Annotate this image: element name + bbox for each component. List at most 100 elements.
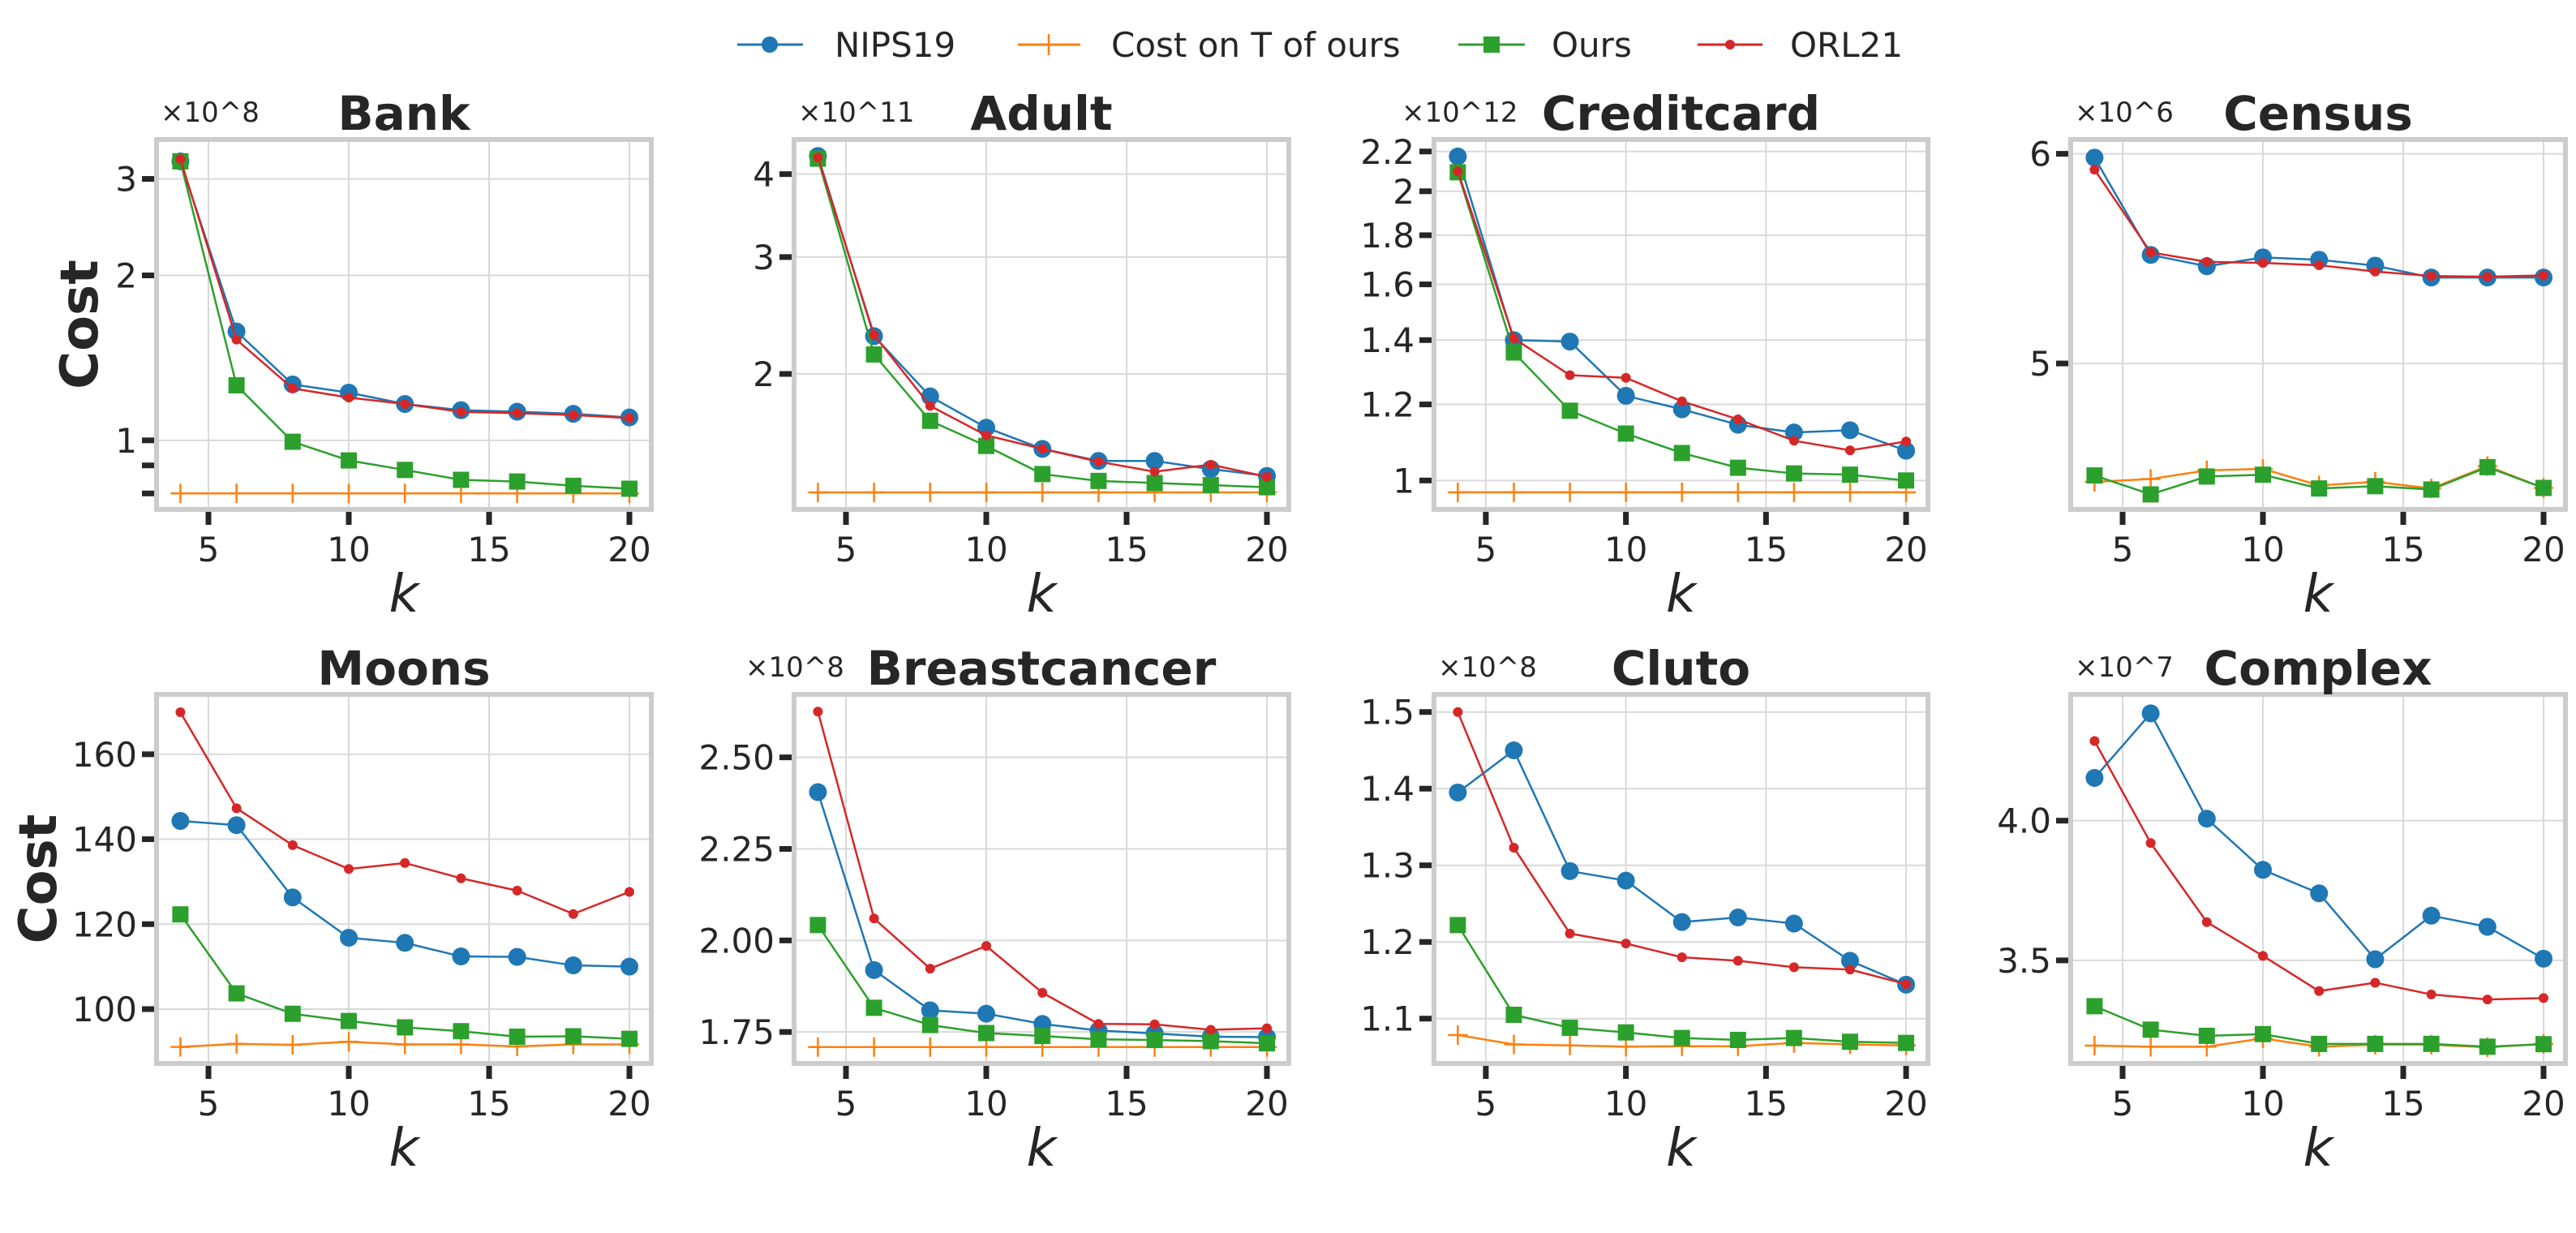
data-point-nips19 bbox=[1840, 952, 1859, 970]
y-tick-label: 1.6 bbox=[1360, 265, 1415, 305]
x-tick-label: 10 bbox=[964, 530, 1007, 569]
data-point-cost-on-t bbox=[170, 1037, 191, 1057]
y-tick-label: 160 bbox=[72, 735, 137, 775]
data-point-orl21 bbox=[1732, 956, 1743, 966]
series-orl21 bbox=[175, 154, 635, 423]
data-point-ours bbox=[2086, 467, 2103, 484]
subplot-adult: 5 10 15 20 2 3 4 Adult ×10^11 k bbox=[753, 86, 1291, 625]
subplot-bank: 5 10 15 20 1 2 3 Bank ×10^8 k Cost bbox=[50, 86, 654, 625]
y-multiplier-label: ×10^8 bbox=[1438, 651, 1537, 684]
series-group bbox=[1448, 707, 1917, 1057]
data-point-nips19 bbox=[809, 783, 827, 801]
y-tick-label: 3 bbox=[115, 160, 137, 200]
square-marker-icon bbox=[1483, 37, 1500, 53]
data-point-ours bbox=[1449, 917, 1466, 934]
data-point-cost-on-t bbox=[1504, 1034, 1524, 1055]
series-group bbox=[170, 707, 640, 1057]
series-group bbox=[2084, 148, 2554, 503]
data-point-orl21 bbox=[2201, 917, 2212, 927]
data-point-orl21 bbox=[1565, 370, 1575, 380]
data-point-ours bbox=[1202, 1033, 1219, 1050]
x-tick-label: 15 bbox=[1745, 530, 1788, 569]
legend-item-nips19: NIPS19 bbox=[737, 25, 955, 65]
y-tick-label: 1 bbox=[115, 421, 137, 461]
axes-frame bbox=[1432, 692, 1930, 1066]
data-point-ours bbox=[509, 473, 526, 490]
data-point-ours bbox=[2086, 998, 2103, 1015]
data-point-nips19 bbox=[2310, 884, 2329, 903]
data-point-nips19 bbox=[171, 812, 190, 831]
axes-frame bbox=[792, 692, 1291, 1066]
data-point-ours bbox=[172, 906, 189, 923]
data-point-ours bbox=[1673, 1029, 1690, 1046]
x-tick-label: 5 bbox=[835, 530, 857, 569]
data-point-ours bbox=[2142, 486, 2159, 503]
series-orl21 bbox=[1453, 166, 1912, 456]
data-point-orl21 bbox=[2426, 271, 2436, 281]
data-point-nips19 bbox=[2366, 950, 2385, 969]
data-point-ours bbox=[453, 1023, 470, 1040]
y-multiplier-label: ×10^7 bbox=[2075, 651, 2174, 684]
y-tick-label: 5 bbox=[2029, 344, 2051, 384]
data-point-orl21 bbox=[287, 840, 298, 850]
data-point-ours bbox=[2479, 458, 2496, 475]
data-point-nips19 bbox=[2535, 949, 2553, 968]
subplot-title: Adult bbox=[970, 86, 1112, 141]
legend-item-cost-on-t: Cost on T of ours bbox=[1018, 25, 1401, 65]
data-point-orl21 bbox=[1093, 457, 1104, 467]
data-point-orl21 bbox=[869, 329, 879, 340]
x-tick-label: 20 bbox=[1245, 1084, 1288, 1123]
data-point-ours bbox=[1146, 475, 1163, 492]
data-point-ours bbox=[228, 377, 245, 394]
data-point-nips19 bbox=[564, 956, 582, 975]
legend-item-ours: Ours bbox=[1458, 25, 1632, 65]
data-point-cost-on-t bbox=[1728, 482, 1748, 502]
y-axis-label: Cost bbox=[50, 260, 110, 389]
data-point-ours bbox=[2255, 1025, 2272, 1042]
x-axis-label: k bbox=[1026, 1119, 1058, 1179]
data-point-cost-on-t bbox=[282, 1034, 303, 1055]
y-tick-label: 1 bbox=[1393, 461, 1415, 501]
data-point-ours bbox=[1505, 344, 1522, 361]
y-tick-label: 1.2 bbox=[1360, 385, 1415, 425]
series-orl21 bbox=[813, 707, 1273, 1035]
data-point-nips19 bbox=[2085, 148, 2104, 167]
series-ours bbox=[172, 906, 638, 1047]
data-point-ours bbox=[1617, 1024, 1634, 1041]
data-point-nips19 bbox=[1784, 914, 1803, 933]
x-axis-label: k bbox=[1666, 1119, 1698, 1179]
x-tick-label: 20 bbox=[1884, 1084, 1927, 1123]
data-point-cost-on-t bbox=[1784, 482, 1804, 502]
data-point-orl21 bbox=[2258, 258, 2269, 269]
data-point-ours bbox=[621, 480, 638, 497]
y-tick-label: 1.3 bbox=[1360, 846, 1415, 886]
data-point-ours bbox=[2479, 1038, 2496, 1055]
data-point-orl21 bbox=[2426, 989, 2436, 999]
y-multiplier-label: ×10^6 bbox=[2075, 97, 2174, 129]
x-tick-label: 20 bbox=[2522, 530, 2565, 569]
data-point-orl21 bbox=[400, 399, 410, 410]
data-point-orl21 bbox=[175, 707, 186, 717]
x-tick-label: 5 bbox=[835, 1084, 857, 1123]
data-point-ours bbox=[921, 1016, 938, 1033]
data-point-orl21 bbox=[2314, 986, 2325, 996]
data-point-nips19 bbox=[227, 816, 246, 835]
data-point-ours bbox=[1841, 1033, 1858, 1050]
series-group bbox=[808, 707, 1277, 1057]
data-point-ours bbox=[1090, 472, 1107, 489]
data-point-orl21 bbox=[1565, 928, 1575, 939]
subplot-title: Census bbox=[2223, 86, 2413, 141]
plus-marker-icon bbox=[1038, 34, 1059, 55]
data-point-cost-on-t bbox=[920, 1037, 940, 1057]
data-point-ours bbox=[284, 433, 301, 450]
data-point-orl21 bbox=[2089, 165, 2100, 175]
x-tick-label: 5 bbox=[198, 1084, 220, 1123]
data-point-orl21 bbox=[2258, 951, 2269, 961]
series-ours bbox=[1449, 164, 1915, 489]
data-point-cost-on-t bbox=[395, 483, 415, 504]
y-tick-label: 2.00 bbox=[698, 921, 775, 960]
subplot-creditcard: 5 10 15 20 1 1.2 1.4 1.6 1.822.2 Creditcard ×10^12… bbox=[1360, 86, 1930, 625]
x-tick-label: 5 bbox=[198, 530, 220, 569]
data-point-ours bbox=[1505, 1006, 1522, 1023]
x-tick-label: 15 bbox=[1745, 1084, 1788, 1123]
